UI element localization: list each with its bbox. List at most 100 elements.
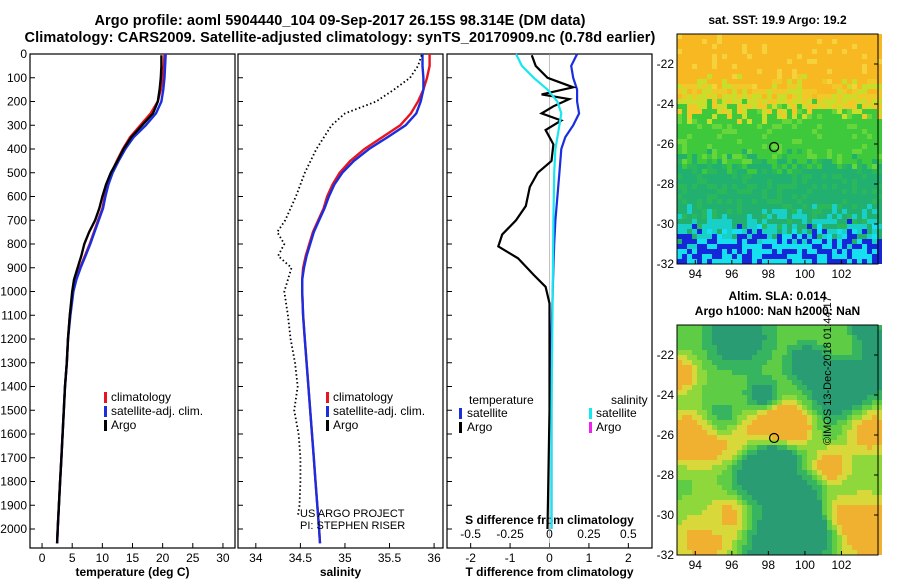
map-cell <box>807 249 812 254</box>
map-cell <box>692 350 697 355</box>
map-cell <box>842 194 847 199</box>
map-cell <box>827 219 832 224</box>
map-cell <box>742 390 747 395</box>
map-cell <box>812 550 817 555</box>
map-cell <box>737 410 742 415</box>
map-cell <box>687 350 692 355</box>
map-cell <box>782 480 787 485</box>
map-cell <box>677 59 682 64</box>
map-cell <box>867 550 872 555</box>
map-cell <box>717 139 722 144</box>
map-cell <box>762 545 767 550</box>
map-cell <box>692 415 697 420</box>
map-cell <box>717 480 722 485</box>
map-cell <box>687 455 692 460</box>
map-cell <box>857 460 862 465</box>
map-cell <box>742 430 747 435</box>
map-cell <box>707 345 712 350</box>
map-cell <box>722 244 727 249</box>
map-cell <box>707 465 712 470</box>
map-cell <box>832 500 837 505</box>
map-cell <box>762 400 767 405</box>
map-cell <box>807 79 812 84</box>
map-cell <box>812 184 817 189</box>
map-cell <box>842 520 847 525</box>
map-cell <box>747 465 752 470</box>
map-cell <box>687 124 692 129</box>
map-cell <box>782 450 787 455</box>
map-cell <box>732 470 737 475</box>
map-cell <box>847 59 852 64</box>
map-cell <box>862 445 867 450</box>
map-cell <box>857 365 862 370</box>
map-cell <box>847 214 852 219</box>
map-cell <box>772 119 777 124</box>
map-cell <box>727 124 732 129</box>
map-cell <box>782 179 787 184</box>
map-cell <box>752 199 757 204</box>
map-cell <box>777 179 782 184</box>
map-cell <box>727 249 732 254</box>
map-cell <box>722 510 727 515</box>
map-cell <box>842 405 847 410</box>
map-cell <box>867 169 872 174</box>
map-cell <box>817 74 822 79</box>
map-cell <box>697 540 702 545</box>
map-cell <box>832 515 837 520</box>
map-cell <box>852 505 857 510</box>
map-cell <box>822 525 827 530</box>
map-cell <box>812 124 817 129</box>
map-cell <box>792 194 797 199</box>
map-cell <box>702 325 707 330</box>
map-cell <box>772 34 777 39</box>
map-cell <box>707 49 712 54</box>
map-cell <box>762 510 767 515</box>
map-cell <box>767 325 772 330</box>
map-cell <box>837 365 842 370</box>
map-cell <box>797 149 802 154</box>
map-cell <box>772 84 777 89</box>
map-cell <box>832 49 837 54</box>
map-cell <box>792 505 797 510</box>
map-cell <box>762 129 767 134</box>
map-cell <box>757 244 762 249</box>
map-cell <box>812 330 817 335</box>
map-cell <box>807 500 812 505</box>
map-cell <box>842 340 847 345</box>
map-cell <box>792 234 797 239</box>
map-cell <box>727 139 732 144</box>
map-cell <box>692 340 697 345</box>
map-cell <box>682 89 687 94</box>
map-cell <box>857 535 862 540</box>
map-cell <box>742 204 747 209</box>
map-cell <box>837 495 842 500</box>
map-cell <box>807 224 812 229</box>
map-cell <box>802 515 807 520</box>
map-cell <box>787 234 792 239</box>
map-cell <box>862 149 867 154</box>
map-cell <box>817 124 822 129</box>
map-cell <box>822 109 827 114</box>
map-cell <box>857 154 862 159</box>
map-cell <box>702 405 707 410</box>
map-cell <box>867 395 872 400</box>
map-cell <box>757 360 762 365</box>
map-cell <box>847 209 852 214</box>
map-cell <box>867 450 872 455</box>
map-cell <box>792 455 797 460</box>
map-cell <box>827 465 832 470</box>
map-cell <box>832 134 837 139</box>
map-cell <box>747 480 752 485</box>
map-cell <box>687 370 692 375</box>
map-cell <box>877 239 882 244</box>
map-cell <box>737 59 742 64</box>
map-cell <box>682 139 687 144</box>
map-cell <box>747 340 752 345</box>
map-cell <box>862 370 867 375</box>
map-cell <box>737 405 742 410</box>
map-cell <box>777 365 782 370</box>
map-cell <box>687 425 692 430</box>
map-cell <box>697 440 702 445</box>
map-cell <box>742 249 747 254</box>
map-cell <box>787 445 792 450</box>
